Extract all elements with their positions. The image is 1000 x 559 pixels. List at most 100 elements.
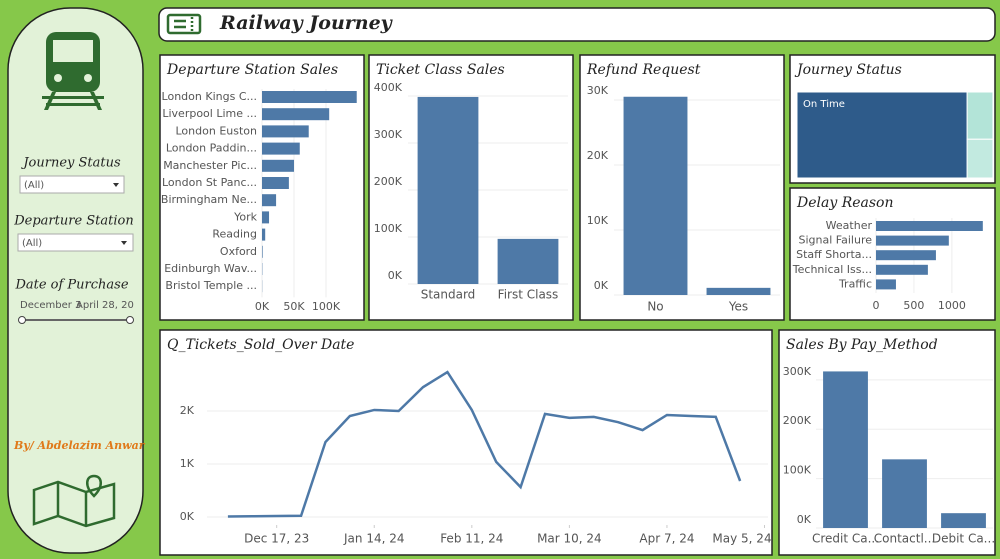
slider-handle[interactable] xyxy=(126,316,134,324)
train-icon xyxy=(42,32,104,110)
x-tick-label: May 5, 24 xyxy=(712,532,771,546)
x-tick-label: Dec 17, 23 xyxy=(244,532,309,546)
chart-title: Sales By Pay_Method xyxy=(786,337,938,353)
x-tick-label: First Class xyxy=(498,288,559,302)
header xyxy=(158,7,996,42)
treemap-cell xyxy=(966,91,994,140)
dashboard-title: Railway Journey xyxy=(219,12,394,34)
x-tick-label: 100K xyxy=(312,300,341,313)
author: By/ Abdelazim Anwar xyxy=(13,439,146,452)
dropdown[interactable] xyxy=(19,175,125,194)
date-start: December 3 xyxy=(20,300,81,311)
y-tick-label: 300K xyxy=(374,128,403,141)
y-tick-label: 100K xyxy=(783,464,812,477)
bar xyxy=(262,159,294,172)
x-tick-label: 1000 xyxy=(938,299,966,312)
y-tick-label: 0K xyxy=(797,513,812,526)
y-tick-label: Weather xyxy=(826,219,873,232)
y-tick-label: 0K xyxy=(180,510,195,523)
bar xyxy=(497,238,559,284)
panel xyxy=(159,329,773,556)
y-tick-label: 30K xyxy=(587,84,609,97)
treemap-label: On Time xyxy=(803,99,845,110)
bar xyxy=(262,177,289,189)
bar xyxy=(706,287,771,295)
dropdown-value[interactable]: (All) xyxy=(24,180,44,191)
y-tick-label: 2K xyxy=(180,404,195,417)
y-tick-label: Staff Shorta... xyxy=(796,248,872,261)
y-tick-label: 300K xyxy=(783,365,812,378)
bar xyxy=(876,250,936,261)
y-tick-label: 10K xyxy=(587,214,609,227)
y-tick-label: London Euston xyxy=(176,124,258,137)
x-tick-label: 500 xyxy=(903,299,924,312)
x-tick-label: Standard xyxy=(421,288,476,302)
x-tick-label: No xyxy=(647,300,663,314)
y-tick-label: 0K xyxy=(388,269,403,282)
y-tick-label: 0K xyxy=(594,279,609,292)
treemap-cell xyxy=(796,91,968,179)
date-end: April 28, 20 xyxy=(76,300,134,311)
x-tick-label: Yes xyxy=(728,300,748,314)
y-tick-label: 1K xyxy=(180,457,195,470)
x-tick-label: Jan 14, 24 xyxy=(343,532,404,546)
chart-title: Journey Status xyxy=(794,62,902,78)
bar xyxy=(876,221,983,231)
x-tick-label: Debit Ca... xyxy=(932,532,995,546)
bar xyxy=(823,371,868,528)
y-tick-label: 20K xyxy=(587,149,609,162)
dropdown-value[interactable]: (All) xyxy=(22,238,42,249)
filter-label: Departure Station xyxy=(13,214,134,229)
chart-title: Departure Station Sales xyxy=(166,62,338,78)
bar xyxy=(262,125,309,138)
filter-label: Journey Status xyxy=(20,156,121,171)
y-tick-label: Liverpool Lime ... xyxy=(162,107,257,120)
x-tick-label: Apr 7, 24 xyxy=(639,532,694,546)
bar xyxy=(876,279,896,290)
bar xyxy=(262,245,263,258)
ticket-icon xyxy=(166,13,202,35)
chart-title: Q_Tickets_Sold_Over Date xyxy=(167,337,354,353)
bar xyxy=(262,91,357,103)
y-tick-label: Manchester Pic... xyxy=(163,159,257,172)
y-tick-label: York xyxy=(233,210,258,223)
x-tick-label: 0 xyxy=(873,299,880,312)
x-tick-label: Mar 10, 24 xyxy=(537,532,602,546)
y-tick-label: 200K xyxy=(783,414,812,427)
treemap-cell xyxy=(966,138,994,179)
y-tick-label: London Paddin... xyxy=(166,142,257,155)
y-tick-label: Bristol Temple ... xyxy=(165,279,257,292)
bar xyxy=(262,108,330,121)
bar xyxy=(623,96,688,295)
y-tick-label: Signal Failure xyxy=(799,234,873,247)
chart-title: Refund Request xyxy=(586,62,701,78)
y-tick-label: Birmingham Ne... xyxy=(161,193,257,206)
x-tick-label: Feb 11, 24 xyxy=(440,532,503,546)
y-tick-label: 400K xyxy=(374,81,403,94)
chart-title: Delay Reason xyxy=(796,195,894,211)
dropdown[interactable] xyxy=(17,233,134,252)
x-tick-label: 0K xyxy=(255,300,270,313)
map-icon xyxy=(32,474,116,528)
bar xyxy=(876,264,928,275)
bar xyxy=(941,513,986,528)
slider-handle[interactable] xyxy=(18,316,26,324)
dropdown-arrow xyxy=(121,241,127,245)
bar xyxy=(882,459,927,528)
x-tick-label: 50K xyxy=(283,300,305,313)
y-tick-label: Reading xyxy=(212,228,257,241)
y-tick-label: Technical Iss... xyxy=(792,263,872,276)
bar xyxy=(876,235,949,246)
x-tick-label: Credit Ca... xyxy=(812,532,879,546)
sidebar xyxy=(7,7,144,554)
chart-title: Ticket Class Sales xyxy=(376,62,505,78)
y-tick-label: Edinburgh Wav... xyxy=(164,262,257,275)
line xyxy=(227,370,742,518)
y-tick-label: London St Panc... xyxy=(162,176,257,189)
bar xyxy=(417,96,479,284)
bar xyxy=(262,228,266,241)
y-tick-label: 200K xyxy=(374,175,403,188)
bar xyxy=(262,194,277,207)
dropdown-arrow xyxy=(113,183,119,187)
